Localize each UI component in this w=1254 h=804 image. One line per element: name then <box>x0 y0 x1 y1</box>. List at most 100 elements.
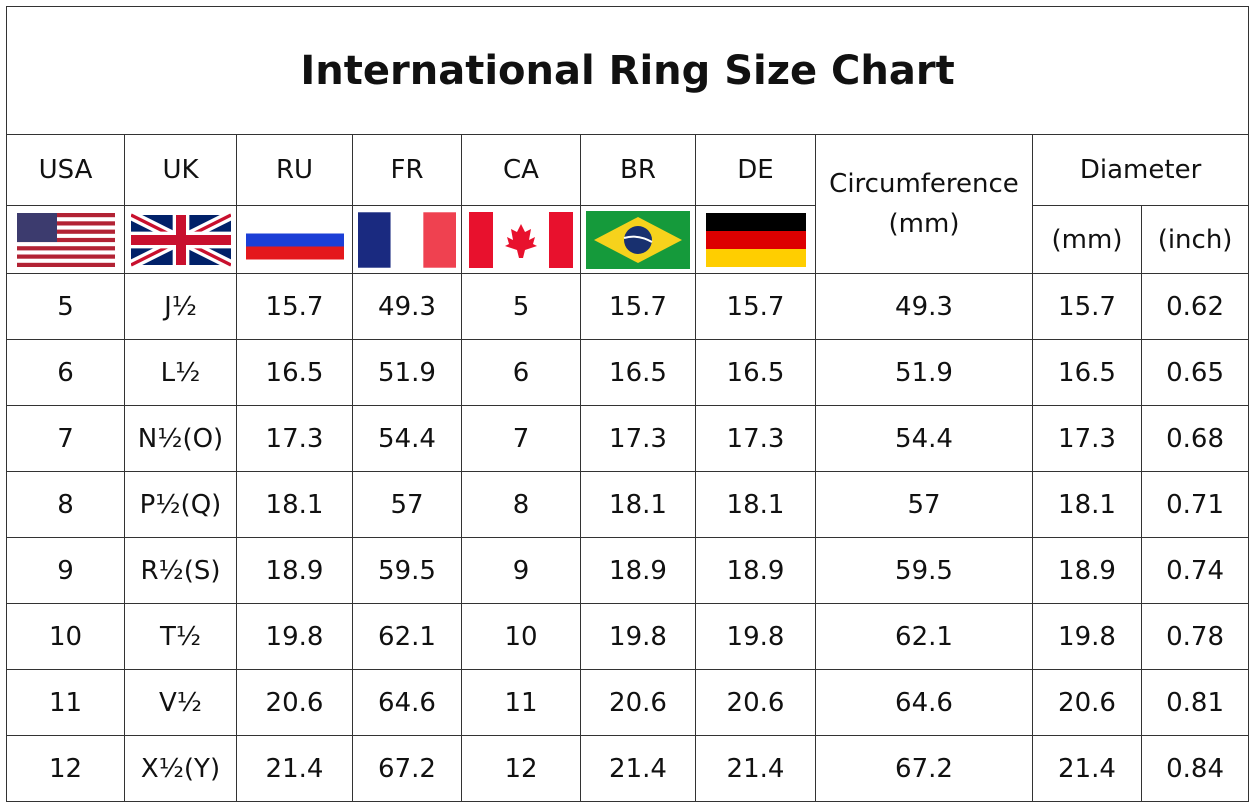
table-cell: 0.74 <box>1140 537 1250 604</box>
table-cell: 20.6 <box>580 669 696 736</box>
country-code: DE <box>695 134 816 206</box>
table-cell: 0.68 <box>1140 405 1250 472</box>
table-cell: 18.9 <box>236 537 353 604</box>
table-cell: 11 <box>6 669 125 736</box>
table-cell: 19.8 <box>236 603 353 670</box>
table-cell: 9 <box>461 537 581 604</box>
table-cell: 18.9 <box>580 537 696 604</box>
table-cell: 17.3 <box>236 405 353 472</box>
table-cell: 51.9 <box>815 339 1033 406</box>
flag-de <box>695 205 816 274</box>
country-code: RU <box>236 134 353 206</box>
table-cell: 11 <box>461 669 581 736</box>
table-cell: 15.7 <box>1032 273 1142 340</box>
table-cell: 12 <box>6 735 125 802</box>
table-cell: 54.4 <box>352 405 462 472</box>
table-cell: 18.9 <box>1032 537 1142 604</box>
country-code: BR <box>580 134 696 206</box>
table-cell: 21.4 <box>1032 735 1142 802</box>
circumference-header: Circumference (mm) <box>815 134 1033 274</box>
table-cell: 15.7 <box>695 273 816 340</box>
table-cell: X½(Y) <box>124 735 237 802</box>
table-cell: 10 <box>6 603 125 670</box>
table-cell: 57 <box>352 471 462 538</box>
table-row: 5 J½ 15.7 49.3 5 15.7 15.7 49.3 15.7 0.62 <box>6 273 1250 340</box>
table-cell: 12 <box>461 735 581 802</box>
table-cell: 59.5 <box>352 537 462 604</box>
table-cell: 54.4 <box>815 405 1033 472</box>
table-cell: 15.7 <box>236 273 353 340</box>
table-cell: 21.4 <box>236 735 353 802</box>
table-cell: 18.9 <box>695 537 816 604</box>
table-cell: J½ <box>124 273 237 340</box>
table-cell: 21.4 <box>695 735 816 802</box>
table-cell: 49.3 <box>815 273 1033 340</box>
table-cell: 18.1 <box>580 471 696 538</box>
table-row: 11 V½ 20.6 64.6 11 20.6 20.6 64.6 20.6 0.81 <box>6 669 1250 736</box>
flag-ru <box>236 205 353 274</box>
flag-fr <box>352 205 462 274</box>
table-cell: 64.6 <box>815 669 1033 736</box>
table-cell: 10 <box>461 603 581 670</box>
table-cell: 19.8 <box>695 603 816 670</box>
table-cell: 20.6 <box>695 669 816 736</box>
table-cell: 9 <box>6 537 125 604</box>
country-code: CA <box>461 134 581 206</box>
table-cell: L½ <box>124 339 237 406</box>
table-cell: P½(Q) <box>124 471 237 538</box>
table-cell: 0.71 <box>1140 471 1250 538</box>
table-row: 12 X½(Y) 21.4 67.2 12 21.4 21.4 67.2 21.4 0.84 <box>6 735 1250 802</box>
table-cell: 21.4 <box>580 735 696 802</box>
table-cell: 5 <box>6 273 125 340</box>
table-cell: 8 <box>6 471 125 538</box>
table-cell: 20.6 <box>1032 669 1142 736</box>
flag-br <box>580 205 696 274</box>
table-row: 6 L½ 16.5 51.9 6 16.5 16.5 51.9 16.5 0.65 <box>6 339 1250 406</box>
table-cell: 59.5 <box>815 537 1033 604</box>
table-cell: 16.5 <box>580 339 696 406</box>
table-cell: 16.5 <box>695 339 816 406</box>
table-cell: T½ <box>124 603 237 670</box>
table-cell: 51.9 <box>352 339 462 406</box>
table-cell: 16.5 <box>236 339 353 406</box>
diameter-header: Diameter <box>1031 134 1250 206</box>
table-cell: 17.3 <box>580 405 696 472</box>
table-row: 7 N½(O) 17.3 54.4 7 17.3 17.3 54.4 17.3 0.68 <box>6 405 1250 472</box>
ring-size-table: International Ring Size Chart USA UK RU … <box>5 6 1250 802</box>
table-cell: 7 <box>6 405 125 472</box>
country-code: USA <box>6 134 125 206</box>
table-cell: 67.2 <box>815 735 1033 802</box>
table-cell: 49.3 <box>352 273 462 340</box>
table-cell: 67.2 <box>352 735 462 802</box>
table-row: 10 T½ 19.8 62.1 10 19.8 19.8 62.1 19.8 0.78 <box>6 603 1250 670</box>
flag-uk <box>124 205 237 274</box>
table-cell: 62.1 <box>815 603 1033 670</box>
table-cell: 57 <box>815 471 1033 538</box>
table-cell: 16.5 <box>1032 339 1142 406</box>
table-cell: 5 <box>461 273 581 340</box>
diameter-inch-header: (inch) <box>1140 205 1250 274</box>
table-cell: 62.1 <box>352 603 462 670</box>
table-cell: 15.7 <box>580 273 696 340</box>
table-cell: 0.81 <box>1140 669 1250 736</box>
diameter-mm-header: (mm) <box>1032 205 1142 274</box>
country-code: UK <box>124 134 237 206</box>
table-cell: 7 <box>461 405 581 472</box>
table-cell: V½ <box>124 669 237 736</box>
table-cell: 6 <box>461 339 581 406</box>
table-row: 8 P½(Q) 18.1 57 8 18.1 18.1 57 18.1 0.71 <box>6 471 1250 538</box>
table-cell: 17.3 <box>1032 405 1142 472</box>
table-cell: 8 <box>461 471 581 538</box>
table-cell: 0.62 <box>1140 273 1250 340</box>
table-cell: 19.8 <box>580 603 696 670</box>
country-code: FR <box>352 134 462 206</box>
table-cell: 19.8 <box>1032 603 1142 670</box>
table-row: 9 R½(S) 18.9 59.5 9 18.9 18.9 59.5 18.9 0.74 <box>6 537 1250 604</box>
table-cell: 0.84 <box>1140 735 1250 802</box>
flag-usa <box>6 205 125 274</box>
table-cell: 17.3 <box>695 405 816 472</box>
title: International Ring Size Chart <box>5 6 1250 135</box>
table-cell: 64.6 <box>352 669 462 736</box>
table-cell: 18.1 <box>695 471 816 538</box>
